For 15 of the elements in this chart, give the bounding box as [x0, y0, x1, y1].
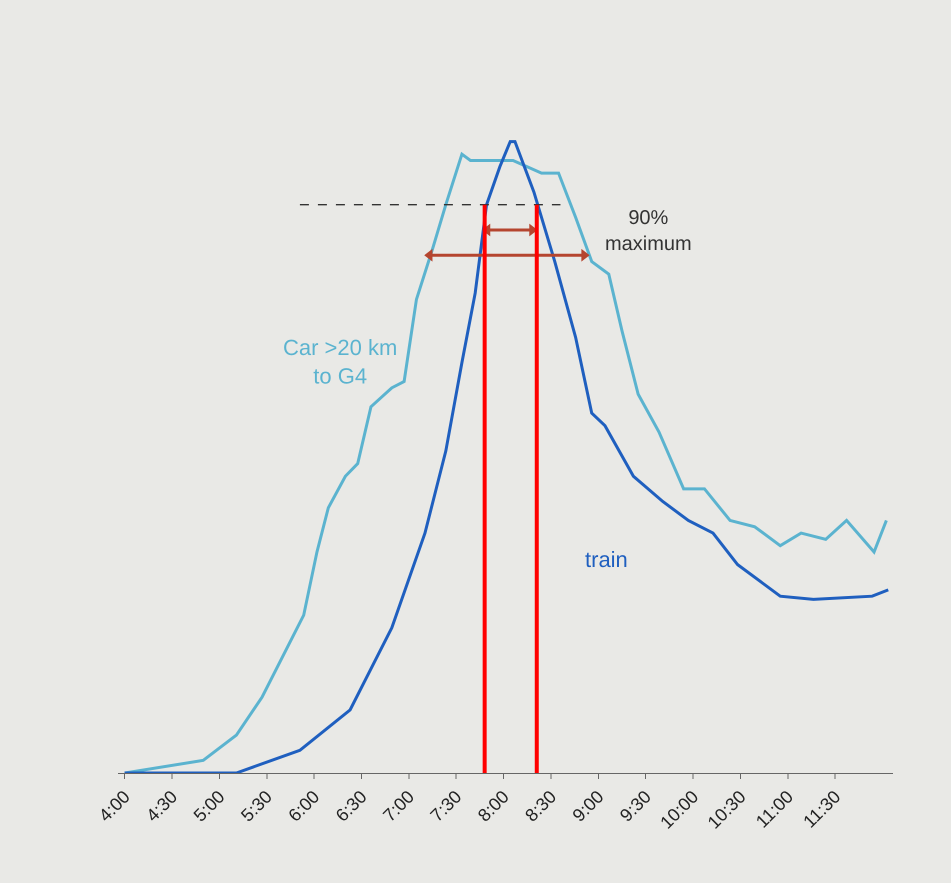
x-tick-label: 7:30 — [426, 786, 466, 826]
x-tick-label: 4:00 — [94, 786, 134, 826]
text: train — [585, 547, 628, 572]
x-tick-label: 9:30 — [616, 786, 655, 826]
x-tick-label: 4:30 — [142, 786, 182, 826]
x-tick-label: 7:00 — [379, 786, 418, 826]
x-tick-label: 6:00 — [284, 786, 324, 826]
x-tick-label: 8:00 — [474, 786, 513, 826]
x-tick-label: 9:00 — [568, 786, 608, 826]
x-tick-label: 8:30 — [521, 786, 560, 826]
annotation: 90% maximum — [605, 207, 692, 255]
x-tick-label: 5:30 — [237, 786, 276, 826]
x-tick-label: 6:30 — [332, 786, 371, 826]
x-tick-label: 5:00 — [190, 786, 229, 826]
series-label: Car >20 km to G4 — [283, 335, 398, 389]
